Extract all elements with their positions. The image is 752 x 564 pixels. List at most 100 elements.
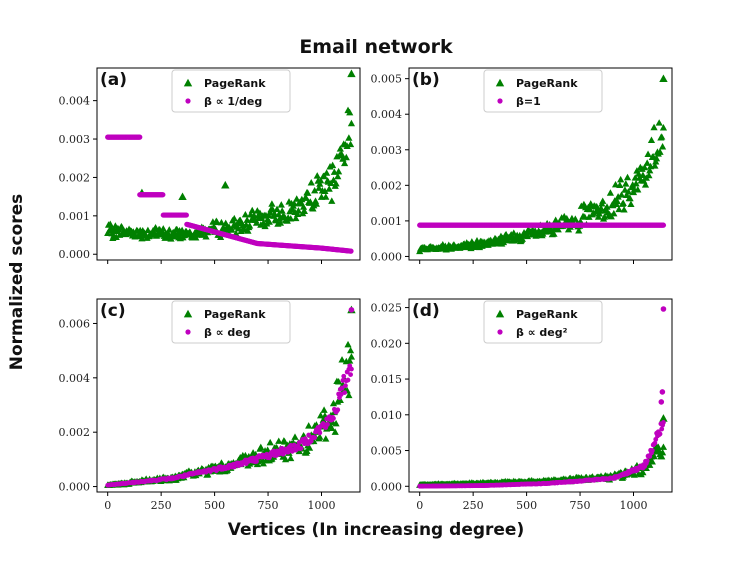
- pagerank-marker: [338, 356, 346, 363]
- pagerank-marker: [611, 180, 620, 188]
- y-tick-label: 0.020: [371, 337, 403, 350]
- pagerank-marker: [107, 224, 115, 231]
- pagerank-marker: [228, 225, 236, 233]
- pagerank-marker: [316, 433, 324, 440]
- pagerank-marker: [495, 309, 505, 318]
- pagerank-marker: [644, 150, 652, 158]
- pagerank-marker: [266, 438, 274, 446]
- beta-marker: [312, 435, 318, 441]
- legend: PageRank β ∝ deg²: [483, 300, 603, 344]
- pagerank-marker: [347, 353, 356, 360]
- y-tick-label: 0.010: [371, 409, 403, 422]
- pagerank-marker: [248, 206, 256, 214]
- y-tick-label: 0.000: [59, 481, 91, 494]
- pagerank-marker: [268, 200, 276, 207]
- pagerank-marker: [311, 186, 319, 194]
- beta-marker: [348, 307, 355, 313]
- pagerank-marker: [328, 424, 336, 432]
- pagerank-marker: [332, 179, 340, 187]
- beta-marker: [644, 458, 650, 464]
- pagerank-marker: [312, 200, 320, 207]
- pagerank-marker: [639, 171, 647, 178]
- pagerank-marker: [346, 346, 355, 354]
- pagerank-marker: [345, 391, 353, 399]
- beta-marker: [306, 432, 312, 438]
- y-tick-label: 0.002: [371, 179, 403, 192]
- beta-marker: [254, 459, 259, 464]
- axes-frame: [408, 67, 673, 261]
- y-tick-label: 0.005: [371, 445, 403, 458]
- legend-entry-label: β ∝ 1/deg: [204, 95, 262, 108]
- pagerank-marker: [230, 214, 238, 222]
- y-tick-label: 0.001: [59, 210, 91, 223]
- pagerank-marker: [299, 203, 308, 210]
- y-tick-label: 0.006: [59, 317, 91, 330]
- pagerank-marker: [292, 214, 300, 222]
- pagerank-marker: [328, 197, 336, 204]
- pagerank-marker: [335, 378, 343, 385]
- pagerank-marker: [307, 179, 315, 186]
- plot-points: [104, 69, 356, 254]
- pagerank-marker: [347, 69, 356, 78]
- panel-label: (b): [412, 70, 440, 90]
- pagerank-marker: [654, 443, 662, 451]
- pagerank-marker: [264, 446, 272, 453]
- pagerank-marker: [178, 192, 187, 200]
- y-tick-label: 0.002: [59, 426, 91, 439]
- panel-label: (a): [100, 70, 127, 90]
- pagerank-marker: [523, 232, 532, 240]
- pagerank-marker: [159, 225, 167, 232]
- legend-box: [171, 300, 291, 344]
- pagerank-marker: [647, 136, 656, 143]
- pagerank-marker: [346, 140, 355, 148]
- pagerank-marker: [347, 119, 356, 127]
- panel-d: 0 250 500 750 1000 0.000 0.005 0.010 0.015 0.020 0…: [371, 298, 673, 512]
- pagerank-marker: [202, 233, 210, 240]
- pagerank-marker: [626, 194, 634, 202]
- beta-marker: [298, 446, 304, 451]
- beta-marker: [285, 449, 291, 455]
- pagerank-marker: [643, 159, 651, 166]
- pagerank-marker: [287, 454, 295, 462]
- pagerank-marker: [244, 227, 252, 234]
- pagerank-marker: [317, 176, 325, 184]
- beta-marker: [185, 98, 191, 104]
- pagerank-marker: [617, 191, 626, 198]
- pagerank-marker: [183, 309, 193, 318]
- axes-frame: [408, 298, 673, 493]
- pagerank-marker: [346, 357, 354, 364]
- pagerank-marker: [217, 218, 226, 226]
- y-tick-label: 0.003: [59, 133, 91, 146]
- beta-marker: [349, 366, 354, 372]
- plot-points: [416, 306, 668, 489]
- legend-entry-label: PageRank: [204, 308, 266, 321]
- panel-label: (c): [100, 301, 126, 321]
- pagerank-marker: [300, 207, 309, 215]
- pagerank-marker: [646, 461, 654, 468]
- pagerank-marker: [623, 173, 632, 181]
- pagerank-marker: [322, 435, 330, 442]
- axes-frame: [96, 67, 361, 261]
- y-tick-label: 0.002: [59, 171, 91, 184]
- legend: PageRank β ∝ 1/deg: [171, 69, 291, 113]
- pagerank-marker: [659, 414, 668, 422]
- y-tick-label: 0.003: [371, 144, 403, 157]
- x-tick-label: 1000: [620, 499, 648, 512]
- y-tick-label: 0.004: [59, 372, 91, 385]
- pagerank-marker: [615, 205, 623, 213]
- pagerank-marker: [313, 172, 321, 179]
- pagerank-marker: [338, 151, 346, 158]
- x-axis-label: Vertices (In increasing degree): [228, 520, 524, 540]
- x-tick-label: 750: [258, 499, 279, 512]
- beta-marker: [497, 98, 503, 104]
- pagerank-marker: [319, 416, 327, 423]
- pagerank-marker: [603, 203, 611, 210]
- y-tick-label: 0.000: [371, 480, 403, 493]
- beta-marker: [659, 426, 665, 432]
- pagerank-marker: [302, 194, 310, 201]
- pagerank-marker: [183, 78, 193, 87]
- pagerank-marker: [303, 447, 311, 454]
- axes-frame: [96, 298, 361, 493]
- pagerank-marker: [165, 226, 173, 233]
- pagerank-marker: [653, 154, 661, 162]
